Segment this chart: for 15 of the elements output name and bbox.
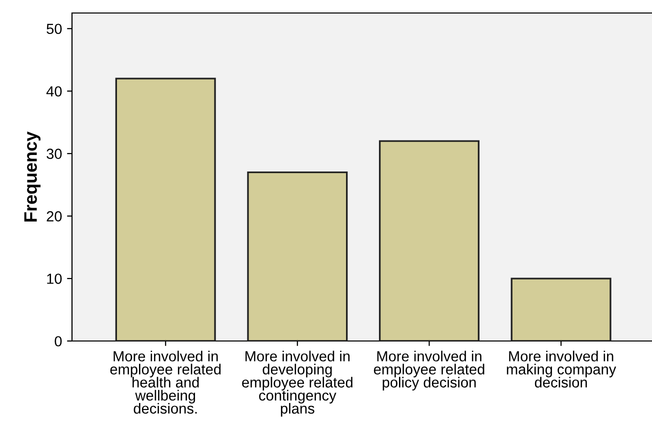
y-tick-label: 50: [46, 24, 62, 34]
y-tick-label: 40: [46, 86, 62, 97]
x-tick-label: More involved in employee related policy decision: [374, 350, 484, 390]
y-tick-label: 10: [47, 274, 62, 284]
bar: [115, 78, 216, 341]
y-tick-label: 0: [54, 336, 62, 346]
x-tick-label: More involved in employee related health and wellbeing decisions.: [110, 350, 221, 414]
bar: [510, 278, 612, 341]
bar: [378, 140, 480, 341]
bar: [247, 171, 348, 341]
x-tick-label: More involved in developing employee related contingency plans: [242, 350, 352, 417]
y-axis-title: Frequency: [24, 131, 41, 222]
x-tick-label: More involved in making company decision: [506, 350, 616, 388]
y-tick-label: 30: [46, 148, 62, 159]
y-tick-label: 20: [46, 211, 62, 222]
